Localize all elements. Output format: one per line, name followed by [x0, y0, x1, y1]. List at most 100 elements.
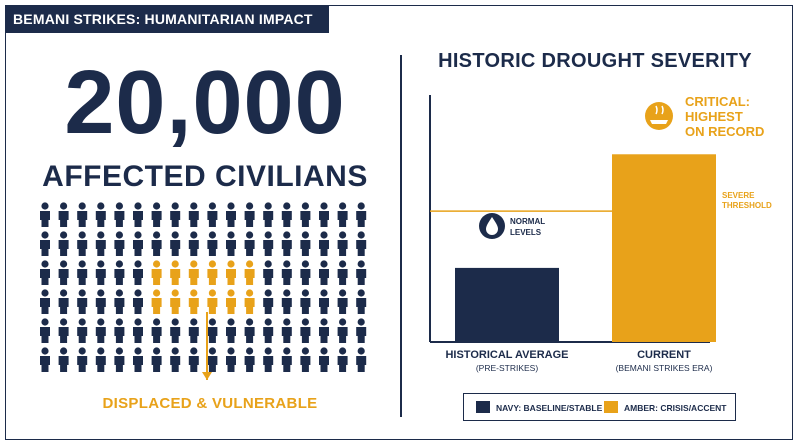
person-icon	[300, 231, 311, 256]
legend-label-amber: AMBER: CRISIS/ACCENT	[624, 403, 727, 413]
person-icon	[40, 260, 50, 285]
person-icon	[95, 202, 106, 227]
person-icon	[114, 260, 125, 285]
person-icon	[58, 347, 69, 372]
critical-label: HIGHEST	[685, 109, 743, 124]
person-icon	[356, 347, 367, 372]
person-icon	[207, 318, 218, 343]
person-icon	[151, 318, 162, 343]
person-icon	[133, 202, 143, 227]
critical-label: CRITICAL:	[685, 94, 750, 109]
person-icon	[77, 231, 88, 256]
person-icon	[337, 202, 348, 227]
person-icon	[319, 318, 329, 343]
people-grid	[40, 202, 367, 380]
person-icon	[114, 347, 125, 372]
person-icon-displaced	[188, 289, 199, 314]
person-icon	[356, 289, 367, 314]
person-icon	[281, 347, 292, 372]
affected-label: AFFECTED CIVILIANS	[42, 160, 368, 193]
person-icon	[319, 202, 329, 227]
person-icon	[95, 318, 106, 343]
person-icon	[356, 260, 367, 285]
person-icon	[226, 318, 236, 343]
person-icon	[58, 260, 69, 285]
person-icon	[356, 231, 367, 256]
person-icon	[188, 347, 199, 372]
person-icon	[244, 202, 255, 227]
legend-label-navy: NAVY: BASELINE/STABLE	[496, 403, 603, 413]
person-icon	[337, 318, 348, 343]
person-icon	[281, 202, 292, 227]
person-icon	[133, 347, 143, 372]
person-icon	[77, 318, 88, 343]
critical-label: ON RECORD	[685, 124, 764, 139]
person-icon	[58, 289, 69, 314]
person-icon	[337, 289, 348, 314]
person-icon	[263, 202, 274, 227]
person-icon	[151, 231, 162, 256]
person-icon	[244, 318, 255, 343]
person-icon	[244, 231, 255, 256]
displaced-label: DISPLACED & VULNERABLE	[102, 395, 318, 412]
person-icon-displaced	[170, 289, 181, 314]
person-icon-displaced	[151, 260, 162, 285]
person-icon	[226, 347, 236, 372]
person-icon	[300, 347, 311, 372]
person-icon	[58, 231, 69, 256]
header-title: BEMANI STRIKES: HUMANITARIAN IMPACT	[5, 5, 329, 33]
bar-current	[612, 154, 716, 342]
person-icon	[281, 318, 292, 343]
person-icon	[263, 260, 274, 285]
category-label-historical: HISTORICAL AVERAGE	[445, 349, 568, 361]
person-icon	[319, 231, 329, 256]
person-icon	[151, 347, 162, 372]
person-icon	[114, 289, 125, 314]
person-icon	[114, 318, 125, 343]
person-icon	[281, 260, 292, 285]
person-icon	[133, 289, 143, 314]
person-icon	[95, 347, 106, 372]
person-icon	[207, 202, 218, 227]
chart-title: HISTORIC DROUGHT SEVERITY	[438, 50, 752, 72]
person-icon	[170, 231, 181, 256]
person-icon-displaced	[207, 260, 218, 285]
category-label-current: CURRENT	[637, 349, 691, 361]
person-icon	[188, 231, 199, 256]
drought-icon-ground	[650, 120, 668, 124]
person-icon	[58, 202, 69, 227]
person-icon	[300, 202, 311, 227]
person-icon	[40, 318, 50, 343]
person-icon-displaced	[244, 260, 255, 285]
person-icon	[263, 347, 274, 372]
panel-divider	[400, 55, 402, 417]
legend-swatch-amber	[604, 401, 618, 413]
person-icon	[58, 318, 69, 343]
person-icon	[300, 260, 311, 285]
person-icon	[151, 202, 162, 227]
person-icon	[77, 260, 88, 285]
category-sublabel-current: (BEMANI STRIKES ERA)	[616, 363, 713, 373]
person-icon	[226, 202, 236, 227]
person-icon	[40, 347, 50, 372]
person-icon	[281, 289, 292, 314]
normal-label: LEVELS	[510, 228, 542, 237]
person-icon	[207, 347, 218, 372]
person-icon	[263, 318, 274, 343]
person-icon	[133, 318, 143, 343]
person-icon	[77, 202, 88, 227]
drought-bar-chart: HISTORICAL AVERAGE (PRE-STRIKES) CURRENT…	[429, 94, 772, 373]
person-icon	[40, 289, 50, 314]
person-icon	[319, 289, 329, 314]
person-icon-displaced	[226, 289, 236, 314]
person-icon	[95, 231, 106, 256]
person-icon-displaced	[207, 289, 218, 314]
person-icon	[77, 347, 88, 372]
threshold-label: THRESHOLD	[722, 201, 772, 210]
person-icon-displaced	[226, 260, 236, 285]
drought-cracked-earth-icon	[645, 102, 673, 130]
drought-icon-heat	[655, 105, 664, 115]
person-icon	[207, 231, 218, 256]
person-icon	[263, 289, 274, 314]
person-icon	[188, 318, 199, 343]
